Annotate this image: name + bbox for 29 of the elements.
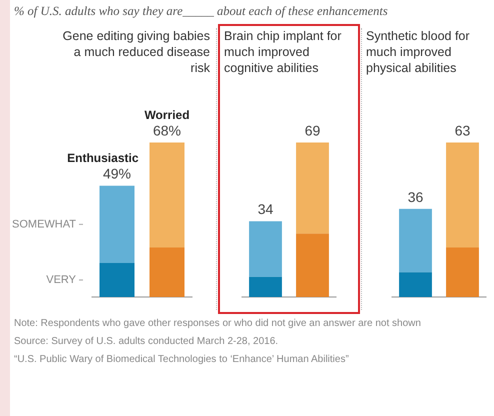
text: 68% [152, 122, 182, 138]
bar [249, 276, 282, 297]
bar [100, 186, 134, 263]
bar [296, 234, 329, 297]
bar [296, 142, 329, 234]
bar [150, 142, 184, 248]
chart-title: Brain chip implant for much improved cognitive abilities [224, 28, 342, 76]
bar [399, 208, 432, 272]
bar [446, 248, 479, 297]
text: “U.S. Public Wary of Biomedical Technologies to ‘Enhance’ Human Abilities” [14, 354, 349, 365]
text: SOMEWHAT [12, 218, 76, 230]
text: 63 [454, 122, 470, 138]
text: VERY [46, 274, 77, 286]
x-tick-label: Enthusiastic [67, 151, 139, 166]
bar [399, 272, 432, 297]
bar [100, 263, 134, 297]
source-note: Source: Survey of U.S. adults conducted March 2-28, 2016. [14, 336, 278, 347]
chart-title: Gene editing giving babies a much reduced disease risk [62, 28, 210, 76]
bar [446, 142, 479, 248]
chart-title: Synthetic blood for much improved physical abilities [366, 28, 471, 76]
text: Note: Respondents who gave other responses or who did not give an answer are not shown [14, 318, 421, 329]
annotation: 34 [258, 201, 274, 218]
text: 69 [304, 122, 320, 138]
annotation: 49% [102, 166, 132, 182]
bar [150, 248, 184, 297]
x-tick-label: Worried [144, 108, 190, 122]
annotation: 36 [408, 188, 424, 205]
bar [249, 221, 282, 277]
text: % of U.S. adults who say they are_____ about each of these enhancements [14, 4, 388, 19]
